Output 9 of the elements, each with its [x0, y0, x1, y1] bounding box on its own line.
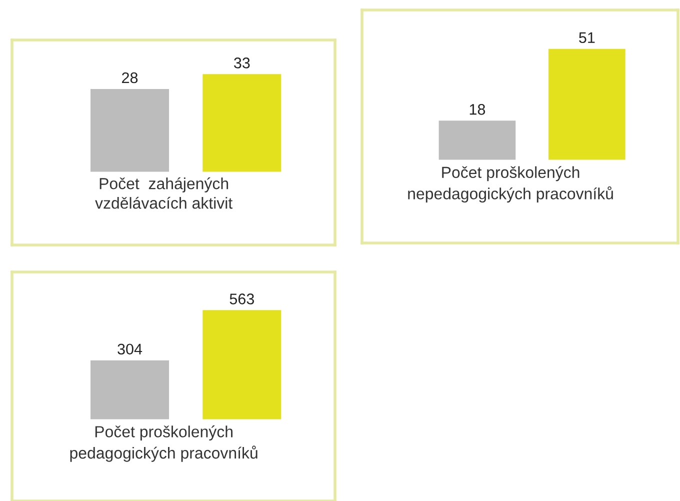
x-axis-title: Počet zahájených vzdělávacích aktivit [95, 177, 232, 209]
x-axis-title: Počet proškolených nepedagogických pracovníků [408, 166, 613, 203]
data-label: 28 [122, 72, 138, 84]
data-label: 18 [470, 104, 486, 115]
data-label: 563 [230, 294, 254, 304]
x-axis-title: Počet proškolených pedagogických pracovníků [70, 425, 258, 462]
data-label: 304 [118, 344, 142, 355]
data-label: 33 [234, 58, 250, 68]
data-label: 51 [579, 32, 595, 44]
